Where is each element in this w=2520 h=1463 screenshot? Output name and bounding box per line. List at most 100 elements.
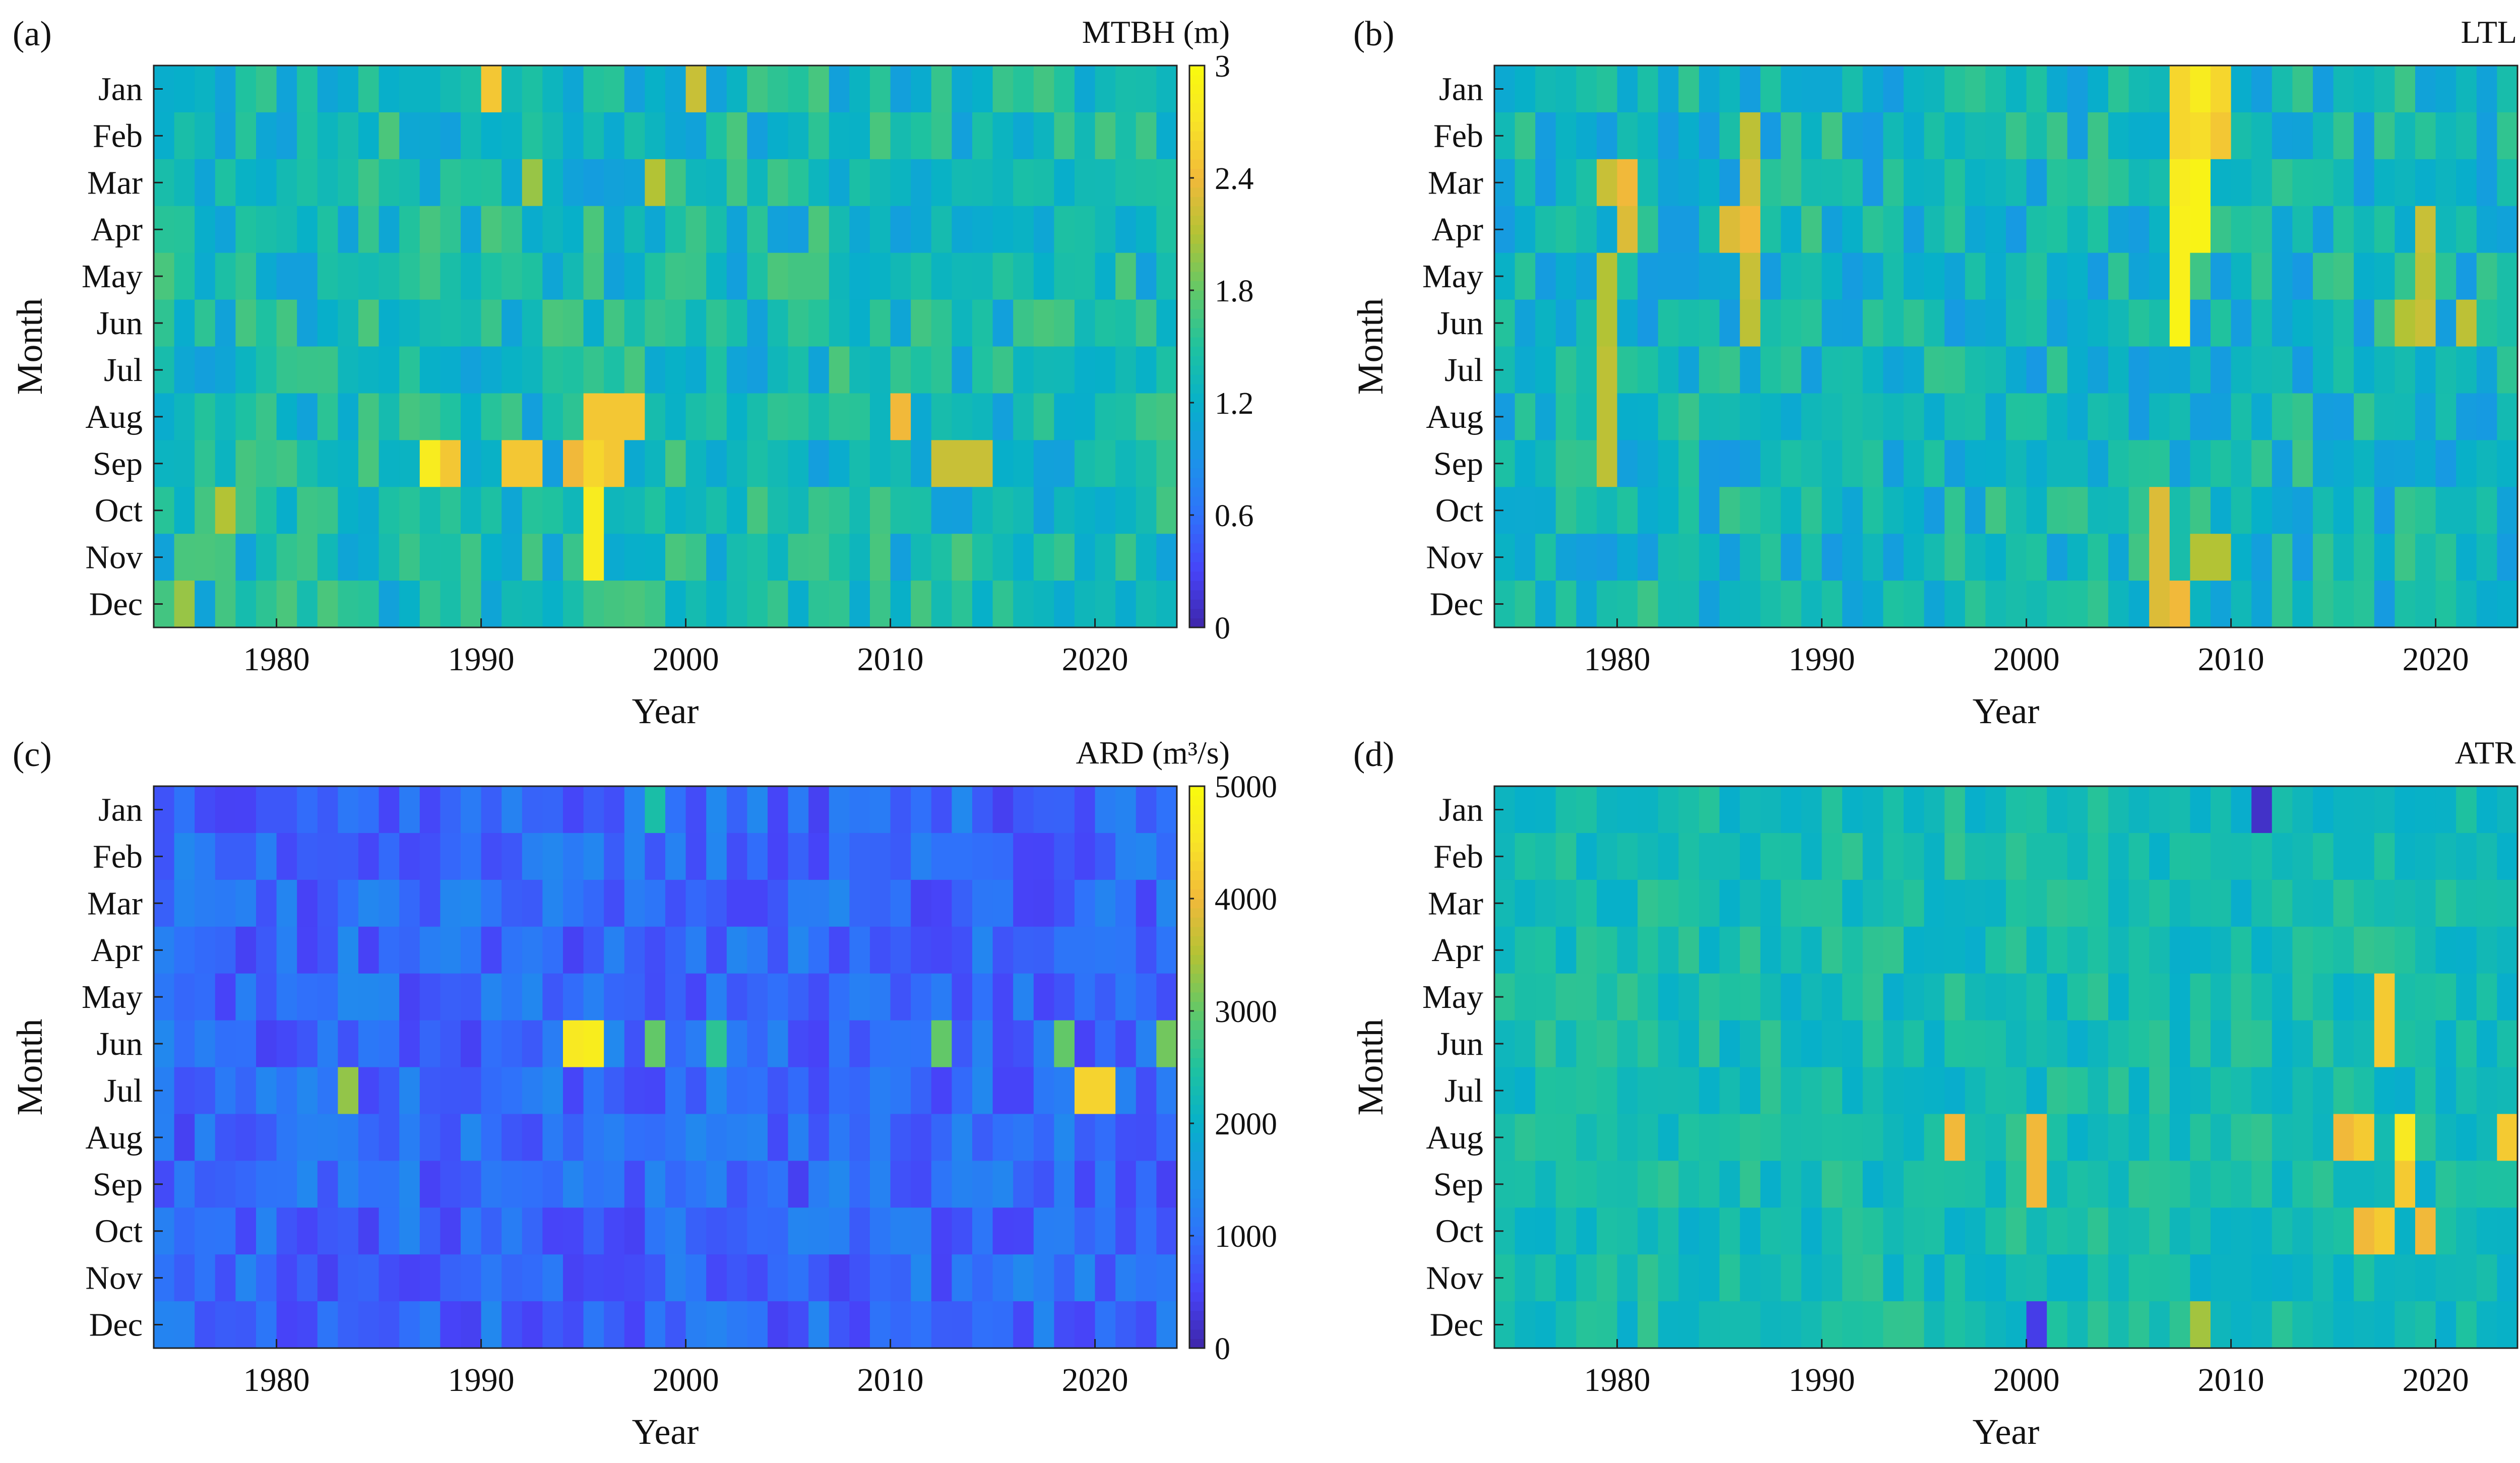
heatmap-cell <box>1801 1067 1822 1115</box>
heatmap-cell <box>768 393 789 440</box>
heatmap-cell <box>2313 973 2334 1021</box>
heatmap-cell <box>2435 1301 2456 1349</box>
heatmap-cell <box>870 1020 891 1068</box>
heatmap-cell <box>1095 1067 1116 1115</box>
heatmap-cell <box>2292 926 2313 974</box>
heatmap-cell <box>890 1020 911 1068</box>
colorbar-segment <box>1189 964 1205 974</box>
heatmap-cell <box>849 926 870 974</box>
heatmap-cell <box>1115 66 1137 113</box>
heatmap-cell <box>1075 1301 1096 1349</box>
heatmap-cell <box>2047 1067 2068 1115</box>
heatmap-cell <box>2292 393 2313 440</box>
heatmap-cell <box>1555 1207 1577 1255</box>
colorbar-segment <box>1189 309 1205 319</box>
colorbar-segment <box>1189 131 1205 141</box>
heatmap-cell <box>1555 833 1577 880</box>
heatmap-cell <box>1576 66 1597 113</box>
heatmap-cell <box>563 1114 584 1161</box>
heatmap-cell <box>829 1020 850 1068</box>
heatmap-cell <box>1842 973 1863 1021</box>
heatmap-cell <box>829 112 850 160</box>
heatmap-cell <box>317 581 338 628</box>
heatmap-cell <box>338 1067 359 1115</box>
heatmap-cell <box>1904 786 1925 834</box>
heatmap-cell <box>1781 1161 1802 1208</box>
heatmap-cell <box>297 1114 318 1161</box>
heatmap-cell <box>952 252 973 300</box>
heatmap-cell <box>604 487 625 534</box>
heatmap-cell <box>645 833 666 880</box>
heatmap-cell <box>1985 1301 2006 1349</box>
heatmap-cell <box>1760 581 1781 628</box>
heatmap-cell <box>706 487 727 534</box>
heatmap-cell <box>890 1301 911 1349</box>
heatmap-cell <box>2251 581 2273 628</box>
heatmap-cell <box>522 1161 543 1208</box>
heatmap-cell <box>1013 1020 1034 1068</box>
heatmap-cell <box>1740 159 1761 207</box>
heatmap-cell <box>2067 581 2088 628</box>
heatmap-cell <box>624 346 645 394</box>
heatmap-cell <box>992 487 1014 534</box>
heatmap-cell <box>1617 346 1638 394</box>
heatmap-cell <box>911 879 932 927</box>
heatmap-cell <box>992 1161 1014 1208</box>
heatmap-cell <box>358 206 380 253</box>
heatmap-cell <box>1678 1161 1699 1208</box>
heatmap-cell <box>2149 1067 2170 1115</box>
heatmap-cell <box>1535 393 1556 440</box>
heatmap-cell <box>481 1067 502 1115</box>
heatmap-cell <box>1740 833 1761 880</box>
heatmap-cell <box>1576 1161 1597 1208</box>
heatmap-cell <box>849 346 870 394</box>
month-tick-label: Nov <box>85 1260 143 1297</box>
heatmap-cell <box>2354 346 2375 394</box>
heatmap-cell <box>174 973 195 1021</box>
heatmap-cell <box>1924 393 1945 440</box>
heatmap-cell <box>2067 299 2088 347</box>
heatmap-cell <box>1760 786 1781 834</box>
heatmap-cell <box>461 1067 482 1115</box>
heatmap-cell <box>1075 1254 1096 1302</box>
heatmap-cell <box>2272 581 2293 628</box>
heatmap-cell <box>2088 346 2109 394</box>
year-tick-label: 2010 <box>857 1362 924 1398</box>
heatmap-cell <box>2026 833 2047 880</box>
heatmap-cell <box>2190 1301 2211 1349</box>
colorbar-title: ARD (m³/s) <box>1076 735 1230 771</box>
heatmap-cell <box>1576 833 1597 880</box>
heatmap-cell <box>726 1301 747 1349</box>
heatmap-cell <box>1637 206 1659 253</box>
heatmap-cell <box>174 112 195 160</box>
heatmap-cell <box>276 879 297 927</box>
heatmap-cell <box>174 1207 195 1255</box>
heatmap-cell <box>2333 1161 2354 1208</box>
heatmap-cell <box>1075 879 1096 927</box>
heatmap-cell <box>379 926 400 974</box>
heatmap-cell <box>2333 206 2354 253</box>
heatmap-cell <box>665 346 686 394</box>
heatmap-cell <box>911 833 932 880</box>
heatmap-cell <box>624 926 645 974</box>
heatmap-cell <box>1944 1207 1966 1255</box>
heatmap-cell <box>1597 926 1618 974</box>
heatmap-cell <box>952 206 973 253</box>
heatmap-cell <box>2395 1161 2416 1208</box>
colorbar-tick-label: 1.8 <box>1215 274 1254 308</box>
heatmap-cell <box>2333 1067 2354 1115</box>
heatmap-cell <box>808 1114 830 1161</box>
heatmap-cell <box>379 346 400 394</box>
heatmap-cell <box>2415 926 2436 974</box>
heatmap-cell <box>2456 206 2477 253</box>
heatmap-cell <box>461 206 482 253</box>
heatmap-cell <box>1862 66 1883 113</box>
heatmap-cell <box>1535 1254 1556 1302</box>
heatmap-cell <box>685 973 707 1021</box>
heatmap-cell <box>931 581 952 628</box>
heatmap-cell <box>1924 926 1945 974</box>
heatmap-cell <box>1075 833 1096 880</box>
heatmap-cell <box>2190 1161 2211 1208</box>
heatmap-cell <box>317 534 338 581</box>
heatmap-cell <box>2272 786 2293 834</box>
